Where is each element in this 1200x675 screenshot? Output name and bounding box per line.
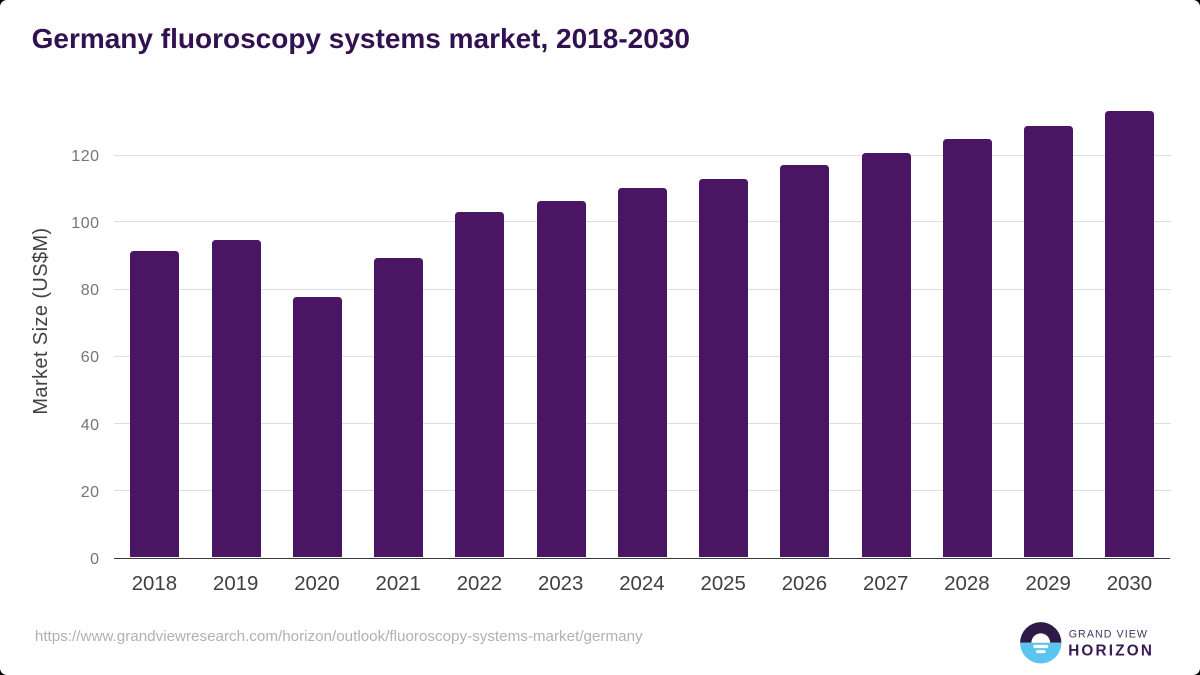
svg-text:HORIZON: HORIZON (1068, 643, 1154, 660)
svg-text:GRAND VIEW: GRAND VIEW (1069, 629, 1148, 641)
